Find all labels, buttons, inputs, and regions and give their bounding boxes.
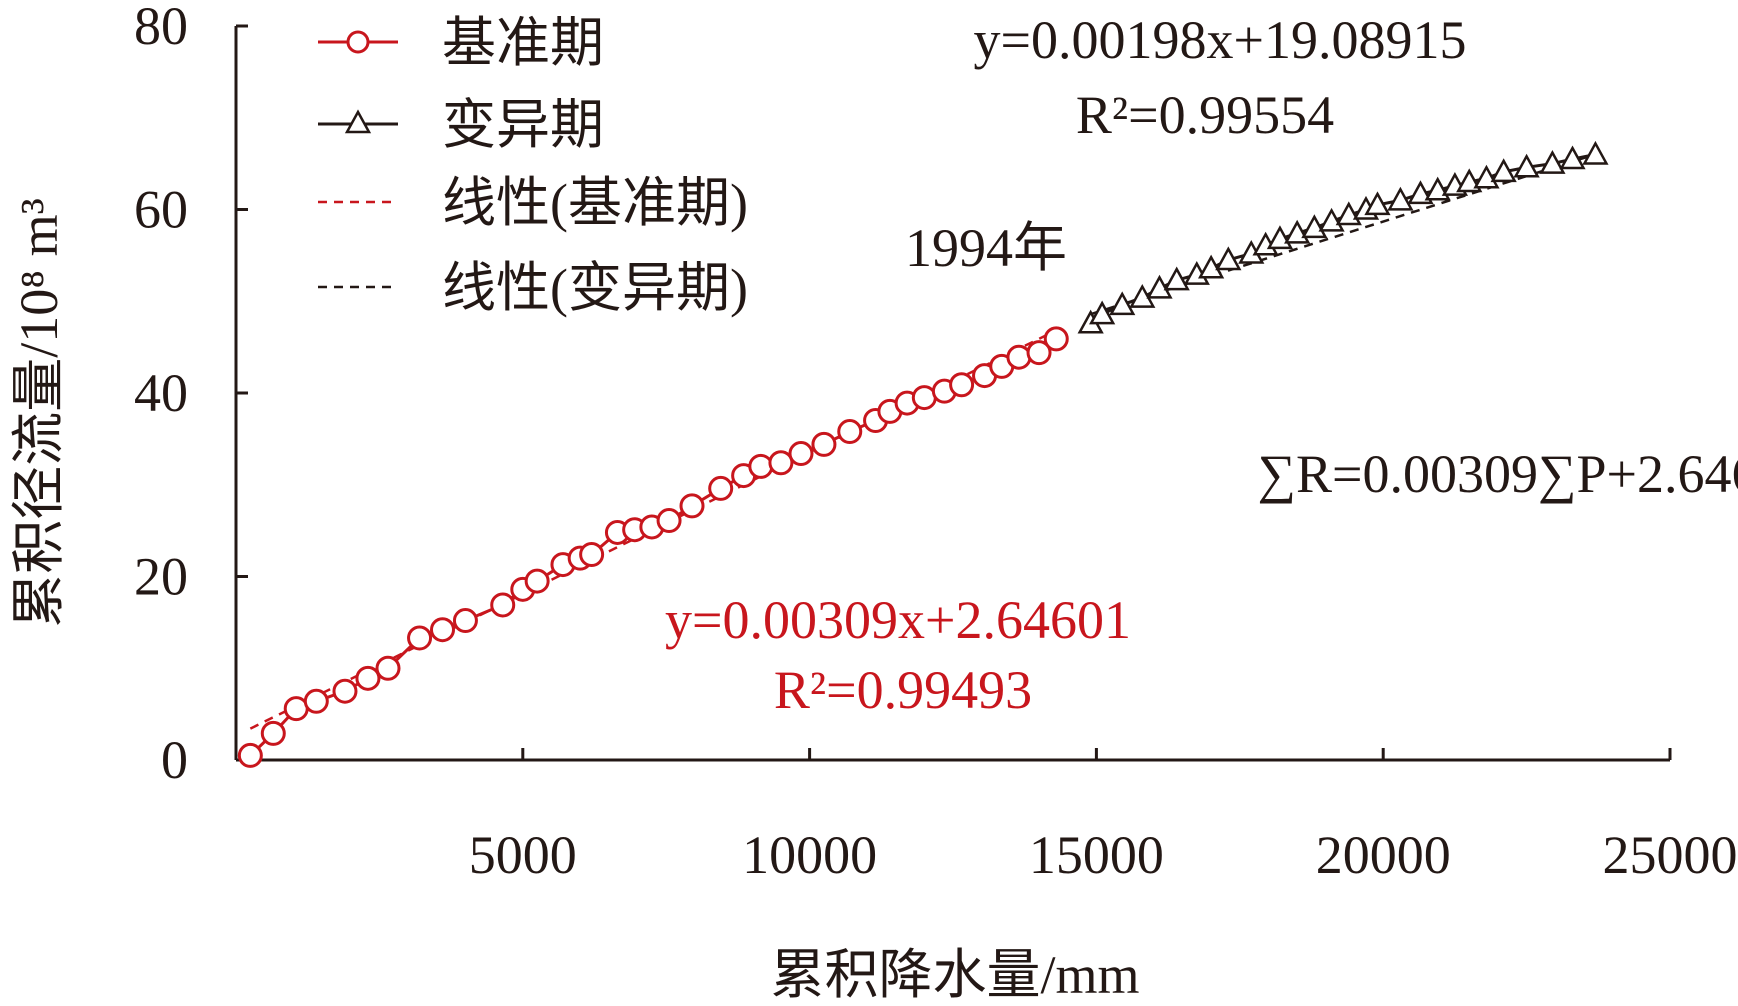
data-point-baseline	[748, 453, 774, 479]
data-point-variation	[1198, 254, 1225, 279]
data-point-variation	[1364, 191, 1391, 216]
data-point-baseline	[524, 568, 550, 594]
legend-item-variation: 变异期	[318, 95, 604, 155]
legend-label-variation-fit: 线性(变异期)	[442, 258, 748, 318]
data-point-variation	[1456, 168, 1483, 193]
y-tick-label: 20	[134, 547, 188, 607]
data-point-variation	[1582, 140, 1609, 165]
data-point-variation	[1539, 150, 1566, 174]
legend: 基准期 变异期 线性(基准期) 线性(变异期)	[318, 13, 748, 318]
variation-fit-equation: y=0.00198x+19.08915	[974, 10, 1467, 70]
data-point-baseline	[788, 441, 814, 467]
data-point-variation	[1387, 186, 1414, 211]
y-tick-label: 40	[134, 363, 188, 423]
legend-label-baseline: 基准期	[442, 13, 604, 73]
data-point-baseline	[837, 419, 863, 445]
y-axis-title: 累积径流量/10⁸ m³	[9, 198, 69, 628]
data-point-baseline	[355, 665, 381, 691]
data-point-variation	[1163, 266, 1190, 291]
variation-fit-r2: R²=0.99554	[1076, 85, 1334, 145]
data-point-variation	[1089, 300, 1116, 325]
legend-label-baseline-fit: 线性(基准期)	[442, 173, 748, 233]
legend-item-baseline: 基准期	[318, 13, 604, 73]
data-point-baseline	[407, 625, 433, 651]
baseline-fit-equation: y=0.00309x+2.64601	[665, 590, 1131, 650]
data-point-baseline	[949, 372, 975, 398]
data-point-baseline	[452, 608, 478, 634]
data-point-baseline	[679, 493, 705, 519]
legend-item-variation-fit: 线性(变异期)	[318, 258, 748, 318]
data-point-baseline	[429, 617, 455, 643]
data-point-baseline	[375, 655, 401, 681]
series	[237, 140, 1609, 768]
annotations: y=0.00198x+19.08915 R²=0.99554 1994年 ∑R=…	[665, 10, 1738, 720]
data-point-variation	[1318, 207, 1345, 232]
data-point-baseline	[811, 431, 837, 457]
data-point-variation	[1215, 246, 1242, 271]
data-point-baseline	[490, 592, 516, 618]
y-tick-label: 80	[134, 0, 188, 56]
relation-equation: ∑R=0.00309∑P+2.64601	[1258, 444, 1738, 504]
data-point-variation	[1473, 164, 1500, 189]
x-axis-title: 累积降水量/mm	[770, 945, 1139, 1005]
x-tick-label: 5000	[469, 825, 577, 885]
data-point-variation	[1109, 291, 1136, 316]
x-tick-label: 15000	[1029, 825, 1164, 885]
legend-item-baseline-fit: 线性(基准期)	[318, 173, 748, 233]
data-point-baseline	[656, 508, 682, 534]
data-point-variation	[1301, 214, 1328, 239]
x-tick-label: 10000	[742, 825, 877, 885]
legend-circle-marker	[346, 30, 370, 54]
data-point-baseline	[579, 541, 605, 567]
data-point-baseline	[1043, 326, 1069, 352]
legend-label-variation: 变异期	[442, 95, 604, 155]
x-tick-label: 25000	[1603, 825, 1738, 885]
data-point-variation	[1490, 158, 1517, 183]
data-point-baseline	[768, 450, 794, 476]
y-tick-label: 60	[134, 180, 188, 240]
baseline-fit-r2: R²=0.99493	[774, 660, 1032, 720]
ticks: 5000 10000 15000 20000 25000 0 20 40 60 80	[134, 0, 1738, 885]
y-tick-label: 0	[161, 730, 188, 790]
data-point-baseline	[332, 678, 358, 704]
data-point-variation	[1513, 153, 1540, 178]
data-point-variation	[1559, 145, 1586, 170]
data-point-baseline	[1006, 344, 1032, 370]
data-point-baseline	[1026, 340, 1052, 366]
data-point-baseline	[303, 688, 329, 714]
change-year-label: 1994年	[905, 218, 1067, 278]
x-tick-label: 20000	[1316, 825, 1451, 885]
data-point-baseline	[708, 475, 734, 501]
legend-triangle-marker	[344, 109, 372, 134]
data-point-baseline	[237, 742, 263, 768]
data-point-variation	[1146, 274, 1173, 299]
data-point-variation	[1407, 180, 1434, 205]
data-point-baseline	[260, 720, 286, 746]
